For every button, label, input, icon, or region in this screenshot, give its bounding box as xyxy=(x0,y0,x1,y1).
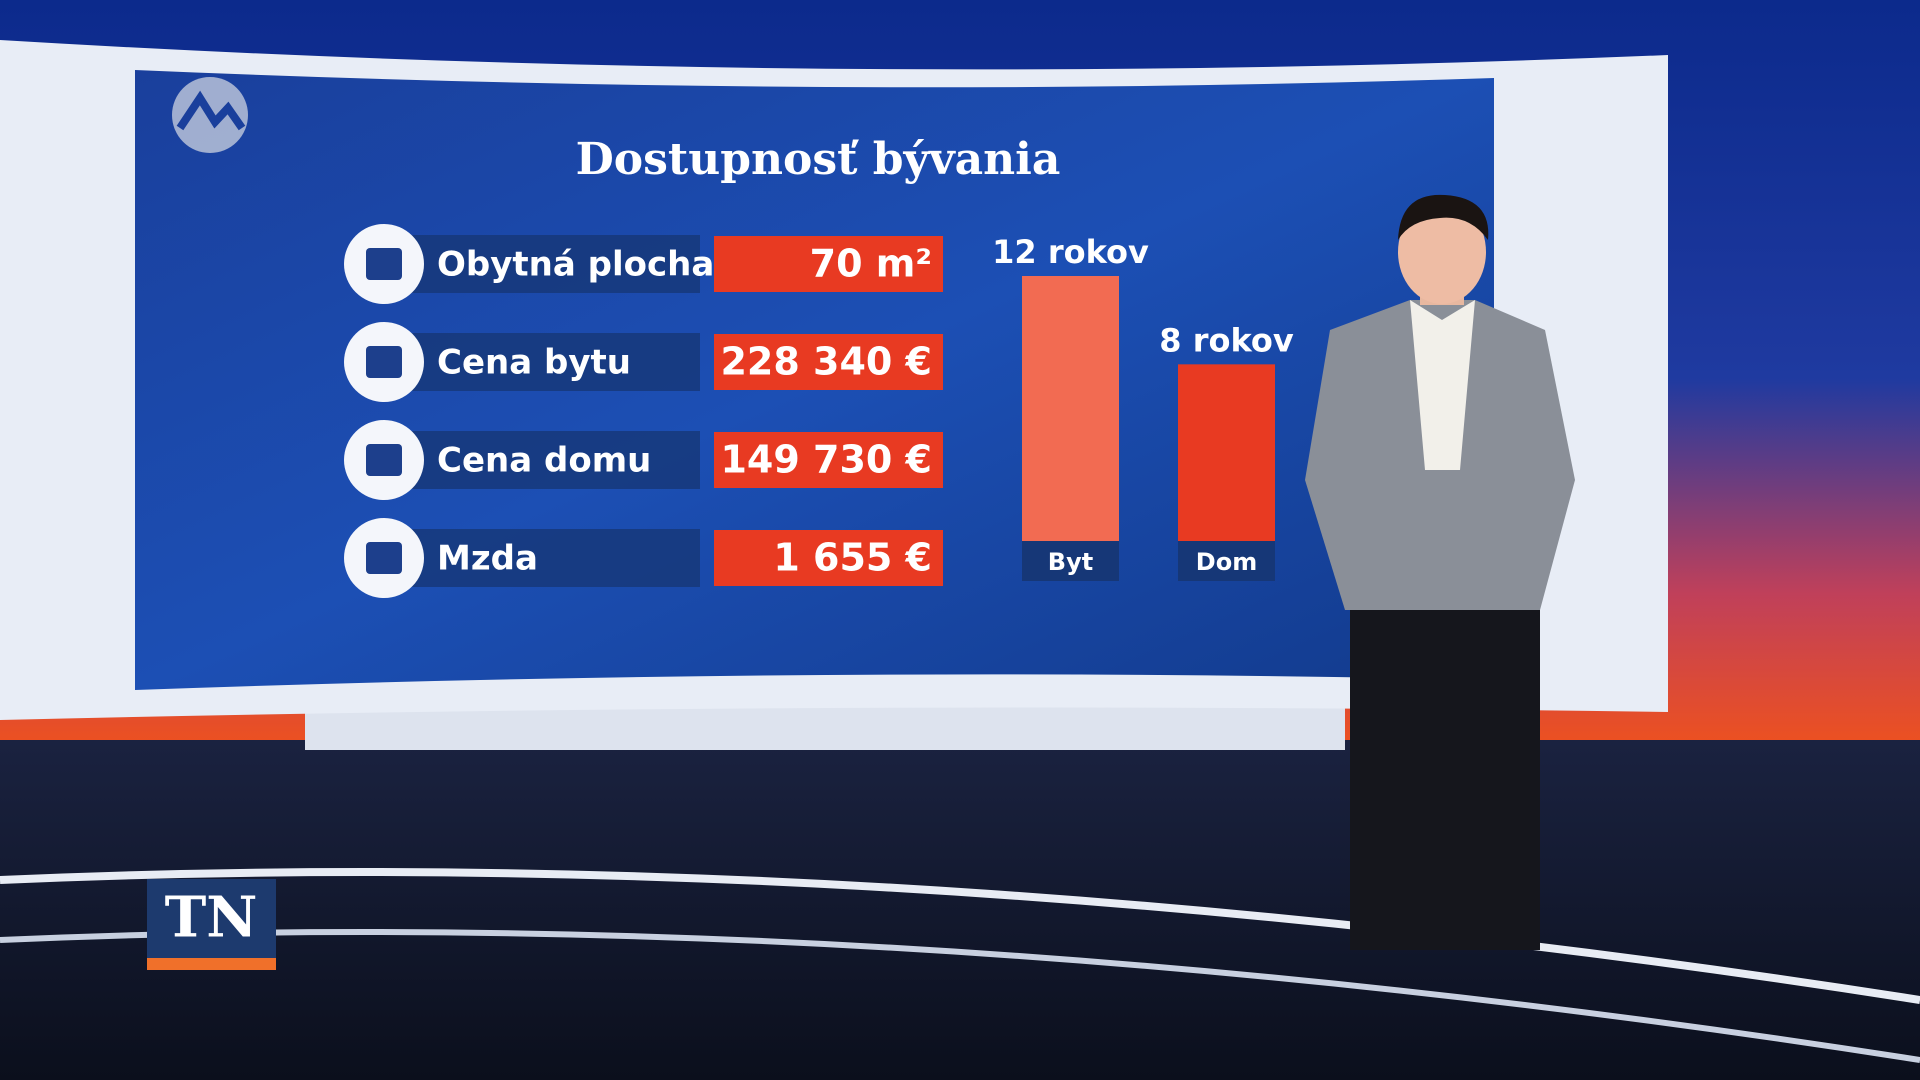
value-label: 8 rokov xyxy=(1159,321,1294,359)
row-icon-glyph xyxy=(366,542,402,574)
chart-title: Dostupnosť bývania xyxy=(576,134,1061,185)
bar xyxy=(1022,276,1119,541)
bar xyxy=(1178,364,1275,541)
presenter xyxy=(1305,194,1575,950)
row-band xyxy=(400,333,700,391)
value-box xyxy=(714,432,943,488)
floor-light xyxy=(0,868,1920,1004)
value-box xyxy=(714,530,943,586)
row-label: Obytná plocha xyxy=(437,245,714,285)
row-band xyxy=(400,431,700,489)
value-label: 12 rokov xyxy=(992,233,1149,271)
station-logo xyxy=(172,77,248,153)
x-tick-label: Byt xyxy=(1048,548,1093,576)
row-label: Mzda xyxy=(437,539,538,579)
tn-logo: TN xyxy=(147,879,276,970)
x-tick-label: Dom xyxy=(1196,548,1257,576)
row-value: 149 730 € xyxy=(720,438,932,482)
value-box xyxy=(714,334,943,390)
floor xyxy=(0,740,1920,1080)
row-icon-glyph xyxy=(366,248,402,280)
category-box xyxy=(1022,541,1119,581)
row-label: Cena domu xyxy=(437,441,651,481)
row-band xyxy=(400,235,700,293)
row-band xyxy=(400,529,700,587)
category-box xyxy=(1178,541,1275,581)
value-box xyxy=(714,236,943,292)
row-icon-glyph xyxy=(366,444,402,476)
row-label: Cena bytu xyxy=(437,343,631,383)
row-value: 70 m² xyxy=(810,242,932,286)
row-icon-glyph xyxy=(366,346,402,378)
channel-logo: TN xyxy=(165,885,258,951)
row-value: 228 340 € xyxy=(720,340,932,384)
row-value: 1 655 € xyxy=(773,536,932,580)
